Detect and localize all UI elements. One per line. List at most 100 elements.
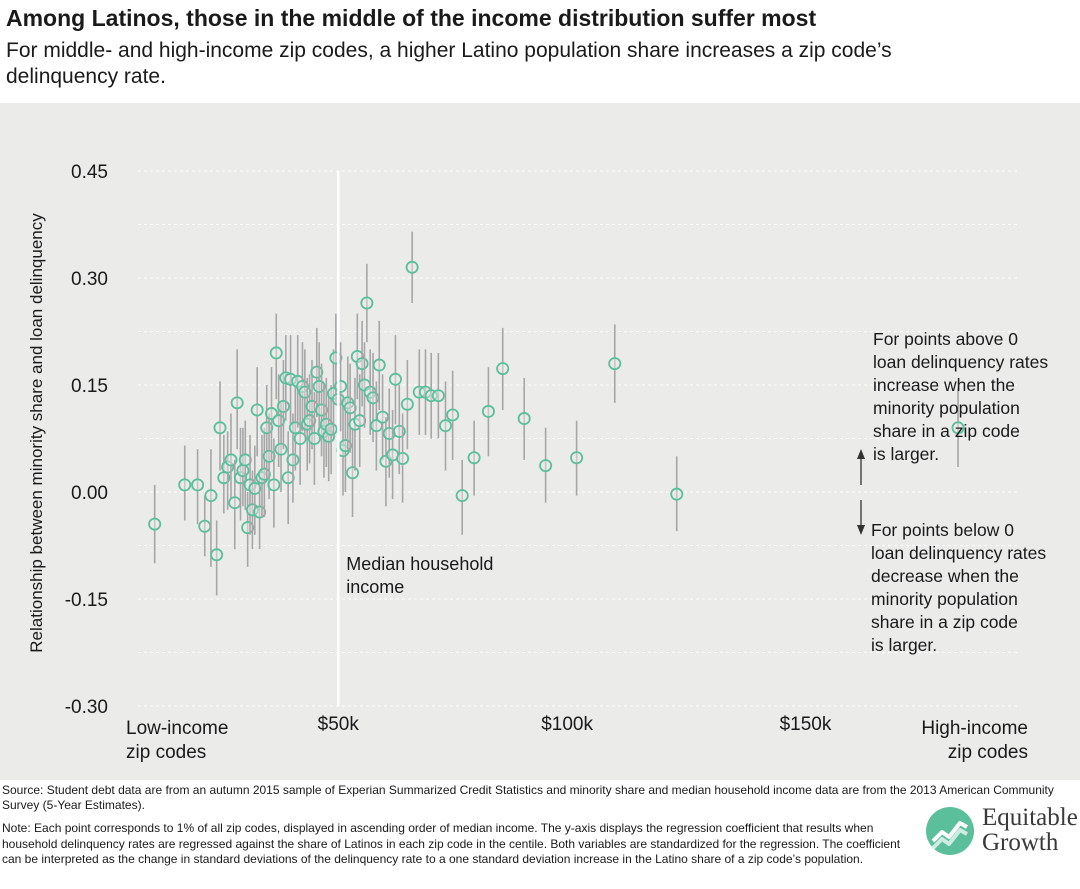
logo-wordmark: Equitable Growth xyxy=(982,805,1078,855)
point-marker xyxy=(210,548,224,562)
point-marker xyxy=(355,357,369,371)
point-marker xyxy=(230,396,244,410)
annotation-above-line: For points above 0 xyxy=(873,329,1018,349)
data-point xyxy=(148,484,162,564)
data-point xyxy=(284,335,298,425)
data-point xyxy=(293,392,307,485)
annotation-below-line: is larger. xyxy=(871,635,937,655)
annotation-below-line: share in a zip code xyxy=(871,612,1018,632)
point-marker xyxy=(238,453,252,467)
point-marker xyxy=(286,453,300,467)
point-marker xyxy=(213,421,227,435)
x-tick-labels: $50k $100k $150k xyxy=(318,714,832,735)
data-point xyxy=(431,352,445,439)
data-point xyxy=(369,381,383,471)
point-marker xyxy=(250,403,264,417)
point-marker xyxy=(312,379,326,393)
data-point xyxy=(241,492,255,567)
data-point xyxy=(178,445,192,521)
point-marker xyxy=(467,451,481,465)
point-marker xyxy=(148,517,162,531)
data-point xyxy=(388,335,402,425)
median-label: Median household xyxy=(346,554,493,574)
data-point xyxy=(396,413,410,503)
arrow-down-head xyxy=(857,525,865,535)
point-marker xyxy=(248,481,262,495)
annotation-below-line: decrease when the xyxy=(871,566,1019,586)
data-point xyxy=(570,420,584,496)
data-point xyxy=(353,374,367,468)
data-point xyxy=(539,427,553,503)
data-point xyxy=(455,459,469,535)
data-point xyxy=(238,420,252,510)
annotation-above-line: increase when the xyxy=(873,375,1015,395)
annotation-above-line: minority population xyxy=(873,398,1020,418)
point-marker xyxy=(481,404,495,418)
data-point xyxy=(360,263,374,343)
data-point xyxy=(400,360,414,450)
y-tick-label: 0.15 xyxy=(71,376,108,397)
point-marker xyxy=(405,260,419,274)
data-point xyxy=(670,456,684,532)
point-marker xyxy=(517,412,531,426)
data-point xyxy=(213,381,227,471)
point-marker xyxy=(298,385,312,399)
data-point xyxy=(250,367,264,457)
y-tick-label: 0.00 xyxy=(71,483,108,504)
gridlines xyxy=(138,170,1020,707)
logo-line2: Growth xyxy=(982,829,1059,856)
data-point xyxy=(372,320,386,410)
chart-subtitle: For middle- and high-income zip codes, a… xyxy=(6,39,892,88)
y-tick-label: 0.45 xyxy=(71,162,108,183)
chart-svg: 0.45 0.30 0.15 0.00 -0.15 -0.30 $50k $100k $150… xyxy=(27,162,1048,763)
point-marker xyxy=(293,431,307,445)
point-marker xyxy=(253,505,267,519)
arrow-up-head xyxy=(857,449,865,459)
point-marker xyxy=(315,403,329,417)
point-marker xyxy=(198,519,212,533)
point-marker xyxy=(288,421,302,435)
logo-icon xyxy=(926,807,974,855)
point-marker xyxy=(338,439,352,453)
data-point xyxy=(608,324,622,403)
point-marker xyxy=(343,401,357,415)
data-point xyxy=(210,520,224,596)
data-point xyxy=(224,413,238,500)
x-end-label-left: Low-income xyxy=(126,718,228,739)
data-point xyxy=(446,370,460,460)
point-marker xyxy=(400,397,414,411)
annotation-above-line: share in a zip code xyxy=(873,421,1020,441)
y-tick-label: 0.30 xyxy=(71,269,108,290)
data-point xyxy=(467,420,481,496)
data-point xyxy=(517,377,531,460)
point-marker xyxy=(539,459,553,473)
x-tick-label: $50k xyxy=(318,714,360,735)
x-tick-label: $150k xyxy=(780,714,832,735)
point-marker xyxy=(262,449,276,463)
point-marker xyxy=(303,414,317,428)
point-marker xyxy=(570,451,584,465)
point-marker xyxy=(324,422,338,436)
point-marker xyxy=(334,379,348,393)
point-marker xyxy=(191,478,205,492)
median-label: income xyxy=(346,577,404,597)
chart-panel: 0.45 0.30 0.15 0.00 -0.15 -0.30 $50k $100k $150… xyxy=(0,103,1080,780)
point-marker xyxy=(276,399,290,413)
point-marker xyxy=(608,357,622,371)
data-point xyxy=(269,313,283,400)
annotation-below-line: loan delinquency rates xyxy=(871,543,1046,563)
data-point xyxy=(307,392,321,485)
data-point xyxy=(267,438,281,528)
point-marker xyxy=(269,346,283,360)
point-marker xyxy=(372,358,386,372)
data-point xyxy=(217,434,231,514)
data-point xyxy=(405,231,419,303)
point-marker xyxy=(224,453,238,467)
point-marker xyxy=(284,372,298,386)
x-end-labels: Low-income zip codes High-income zip codes xyxy=(126,718,1028,763)
point-marker xyxy=(257,467,271,481)
data-point xyxy=(204,449,218,567)
y-axis-label: Relationship between minority share and … xyxy=(27,213,46,653)
data-point xyxy=(951,388,965,468)
x-end-label-right: High-income xyxy=(921,718,1028,739)
